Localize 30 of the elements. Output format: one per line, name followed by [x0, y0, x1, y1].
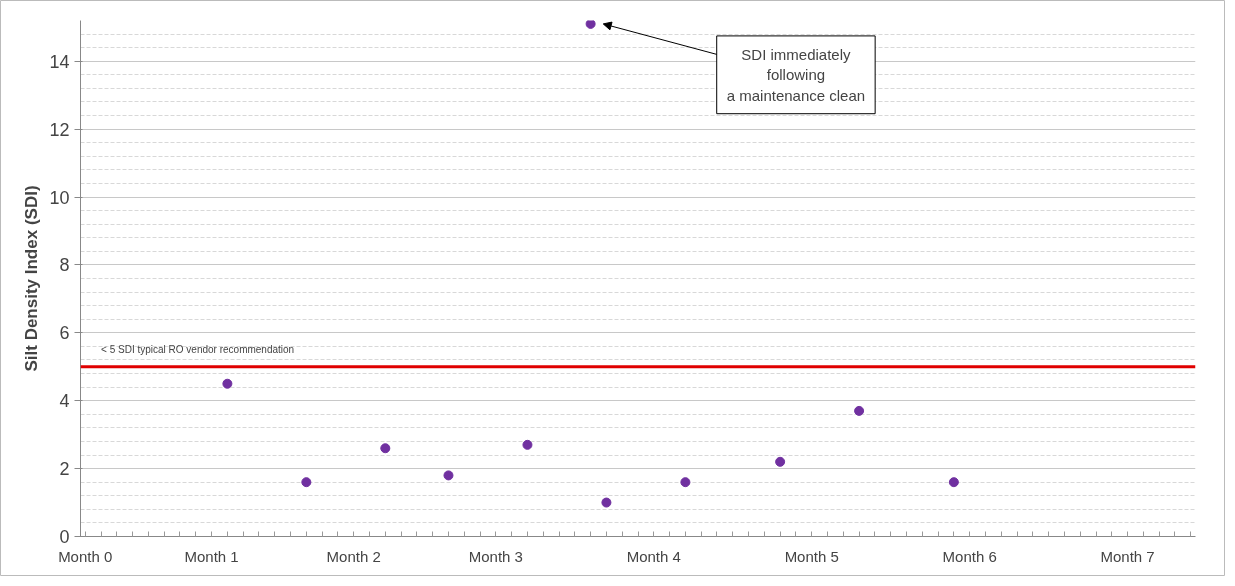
x-tick-label: Month 4 — [626, 547, 681, 565]
point — [601, 497, 612, 508]
y-tick-label: 6 — [59, 323, 70, 344]
point — [948, 477, 959, 488]
point — [443, 470, 454, 481]
point — [380, 443, 391, 454]
point — [775, 456, 786, 467]
point — [854, 405, 865, 416]
x-tick-label: Month 2 — [326, 547, 381, 565]
x-tick-label: Month 7 — [1100, 547, 1155, 565]
point — [222, 378, 233, 389]
annotation: SDI immediately following a maintenance clean — [726, 45, 866, 104]
x-tick-label: Month 5 — [784, 547, 839, 565]
y-tick-label: 2 — [59, 459, 70, 480]
x-tick-label: Month 1 — [184, 547, 239, 565]
point — [522, 439, 533, 450]
ref-line-label: < 5 SDI typical RO vendor recommendation — [101, 343, 295, 355]
point — [301, 477, 312, 488]
y-tick-label: 8 — [59, 255, 70, 276]
point — [585, 20, 596, 29]
y-axis-title: Silt Density Index (SDI) — [22, 185, 42, 372]
y-tick-label: 12 — [49, 119, 70, 140]
y-tick-label: 4 — [59, 391, 70, 412]
y-tick-label: 0 — [59, 527, 70, 547]
x-tick-label: Month 0 — [58, 547, 113, 565]
x-tick-label: Month 3 — [468, 547, 523, 565]
y-tick-label: 14 — [49, 51, 70, 72]
x-tick-label: Month 6 — [942, 547, 997, 565]
point — [680, 477, 691, 488]
y-tick-label: 10 — [49, 187, 70, 208]
